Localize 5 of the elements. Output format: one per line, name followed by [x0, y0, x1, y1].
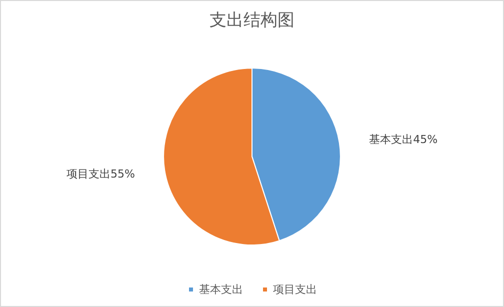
- legend-label: 基本支出: [199, 283, 243, 296]
- data-label: 基本支出45%: [369, 132, 438, 146]
- chart-title: 支出结构图: [210, 10, 294, 30]
- legend-label: 项目支出: [273, 283, 317, 296]
- data-label: 项目支出55%: [66, 167, 135, 180]
